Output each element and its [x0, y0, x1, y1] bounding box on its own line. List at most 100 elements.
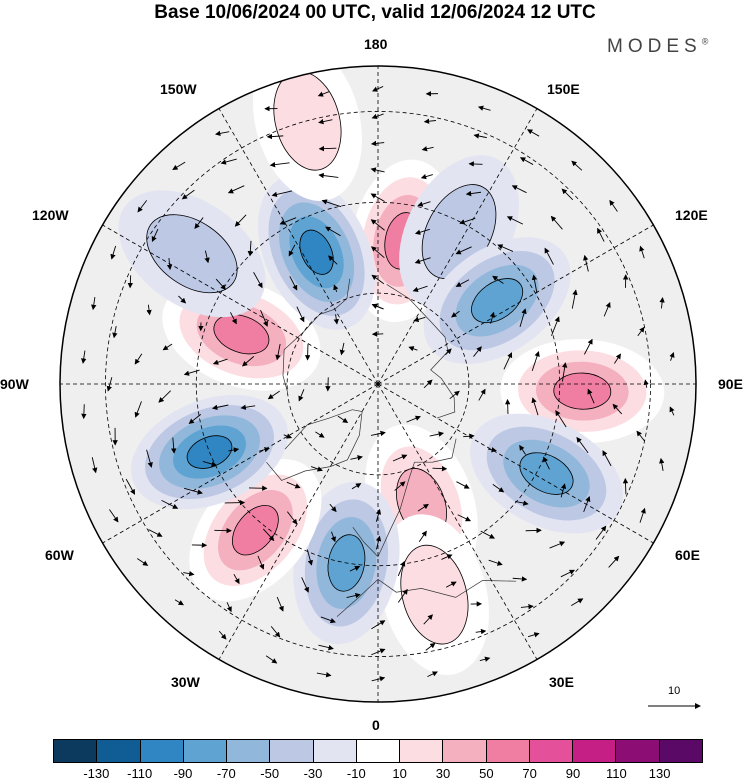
registered-mark: ®: [701, 36, 709, 47]
wind-vector: [110, 245, 117, 260]
wind-vector: [266, 133, 284, 140]
wind-vector: [417, 503, 429, 512]
polar-map: [59, 65, 701, 709]
wind-vector: [414, 228, 430, 235]
wind-vector: [551, 316, 560, 336]
negative-anomaly-contour: [471, 278, 524, 324]
wind-vector: [265, 655, 278, 664]
coastline: [266, 409, 363, 481]
wind-vector: [148, 529, 163, 537]
wind-vector: [253, 272, 263, 289]
wind-vector: [318, 172, 339, 179]
wind-vector: [318, 644, 334, 651]
wind-vector: [473, 133, 487, 139]
wind-vector: [417, 201, 431, 207]
colorbar-tick-label: -50: [260, 766, 280, 781]
colorbar-tick-label: -10: [346, 766, 366, 781]
map-title: Base 10/06/2024 00 UTC, valid 12/06/2024…: [154, 2, 596, 23]
wind-vector: [146, 304, 152, 316]
colorbar-tick-label: 30: [435, 766, 451, 781]
wind-vector: [178, 295, 187, 304]
colorbar-tick-label: 10: [392, 766, 407, 781]
wind-vector: [595, 525, 607, 540]
colorbar-segment: [573, 740, 617, 762]
wind-vector: [602, 450, 612, 467]
wind-vector: [81, 350, 87, 364]
lon-label-90w: 90W: [0, 376, 29, 392]
wind-vector: [414, 257, 431, 264]
wind-vector: [260, 310, 268, 327]
wind-vector: [550, 215, 563, 230]
lon-label-90e: 90E: [718, 376, 743, 392]
colorbar-tick-label: -110: [127, 766, 153, 781]
colorbar-tick-label: -130: [83, 766, 110, 781]
wind-vector: [240, 404, 256, 410]
lon-label-0: 0: [372, 717, 380, 733]
wind-vector: [151, 228, 159, 242]
colorbar-segment: [486, 740, 530, 762]
wind-vector: [194, 217, 204, 229]
positive-anomaly-contour: [400, 544, 469, 645]
wind-vector: [497, 244, 514, 252]
wind-vector: [561, 362, 568, 382]
wind-vector: [603, 301, 611, 317]
wind-vector: [247, 240, 253, 257]
positive-anomaly-contour: [231, 505, 279, 556]
wind-vector: [339, 342, 345, 356]
wind-vector: [639, 507, 646, 523]
wind-vector: [527, 632, 540, 638]
colorbar-tick-label: 130: [648, 766, 671, 781]
wind-vector: [449, 390, 460, 400]
wind-vector: [241, 356, 255, 367]
meridian-line: [218, 108, 379, 385]
wind-vector: [427, 671, 438, 678]
wind-vector: [515, 500, 529, 506]
wind-vector: [488, 559, 503, 566]
wind-vector: [622, 477, 629, 495]
wind-vector: [519, 308, 527, 327]
wind-vector: [479, 656, 491, 662]
wind-vector: [609, 199, 618, 212]
wind-vector: [571, 289, 578, 309]
wind-vector-layer: [81, 86, 675, 682]
wind-vector: [286, 511, 298, 525]
vector-scale-label: 10: [668, 685, 681, 697]
wind-vector: [465, 190, 482, 197]
wind-vector: [418, 530, 427, 543]
wind-vector: [212, 358, 228, 365]
wind-vector: [637, 326, 645, 337]
wind-vector: [134, 353, 143, 365]
wind-vector: [561, 188, 574, 201]
wind-vector: [112, 325, 118, 339]
wind-vector: [262, 528, 275, 542]
wind-vector: [81, 404, 87, 420]
wind-vector: [503, 352, 513, 370]
wind-vector: [204, 250, 210, 264]
wind-vector: [420, 174, 433, 180]
wind-vector: [146, 449, 153, 468]
wind-vector: [531, 274, 538, 294]
wind-vector: [296, 306, 305, 323]
wind-vector: [320, 616, 336, 624]
coastline: [282, 278, 351, 392]
wind-vector: [350, 455, 363, 461]
wind-vector: [137, 200, 148, 213]
map-border: [59, 65, 697, 703]
anomaly-layer: [118, 66, 665, 675]
lon-label-30e: 30E: [549, 674, 574, 690]
wind-vector: [408, 346, 418, 352]
wind-vector: [394, 481, 406, 491]
wind-vector: [337, 415, 349, 424]
wind-vector: [375, 535, 382, 550]
wind-vector: [576, 436, 589, 454]
colorbar-segment: [529, 740, 574, 762]
wind-vector: [91, 297, 97, 311]
meridian-line: [102, 383, 379, 544]
colorbar-segment: [54, 740, 98, 762]
colorbar-tick-label: -30: [303, 766, 323, 781]
modes-logo: MODES®: [607, 36, 708, 58]
colorbar-segment: [313, 740, 357, 762]
wind-vector: [489, 311, 496, 324]
wind-vector: [257, 555, 265, 570]
latitude-circle: [105, 111, 651, 657]
